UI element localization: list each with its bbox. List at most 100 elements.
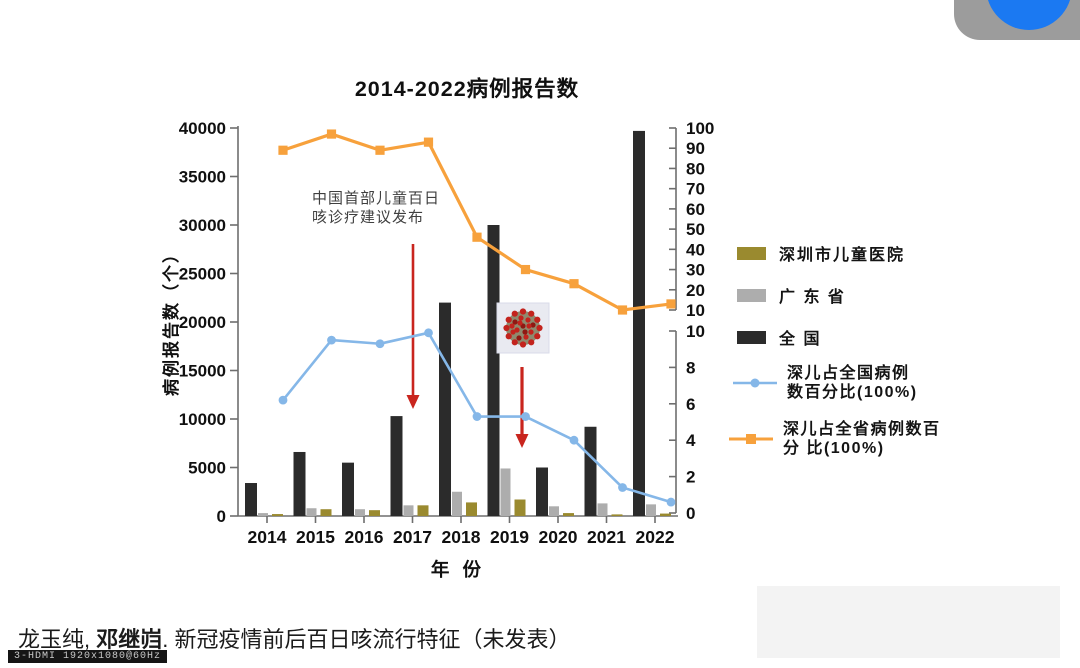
coronavirus-icon-spike [503,324,510,332]
coronavirus-icon-dot [526,323,532,329]
bar-2016 [355,509,365,516]
line-marker-2019 [521,412,530,421]
bar-2017 [403,505,414,516]
line-marker-2019 [520,264,531,275]
background-shading [757,586,1060,658]
bar-2016 [342,462,354,516]
y-left-tick-label: 15000 [179,362,226,381]
coronavirus-icon-spike [528,339,535,346]
y-right-lower-tick-label: 8 [686,358,695,377]
x-tick-label-2022: 2022 [636,527,675,547]
y-right-lower-tick-label: 2 [686,468,695,487]
bar-2022 [633,130,645,516]
bar-2021 [611,514,623,516]
x-tick-label-2020: 2020 [539,527,578,547]
x-tick-label-2016: 2016 [345,527,384,547]
bar-2020 [536,467,548,516]
legend-label: 广 东 省 [779,289,846,306]
y-left-tick-label: 25000 [179,265,226,284]
y-right-upper-tick-label: 60 [686,200,705,219]
bar-2015 [306,508,317,516]
coronavirus-icon-dot [523,334,529,340]
coronavirus-icon-dot [522,329,528,335]
y-right-lower-tick-label: 0 [686,504,695,523]
y-right-upper-tick-label: 20 [686,281,705,300]
coronavirus-icon-dot [514,327,520,333]
bar-2016 [369,510,380,516]
bar-2014 [258,513,268,516]
y-left-tick-label: 20000 [179,313,226,332]
coronavirus-icon-spike [511,310,518,317]
y-left-tick-label: 30000 [179,216,226,235]
legend-label-line2: 分 比(100%) [783,440,885,457]
video-osd-label: 3-HDMI 1920x1080@60Hz [8,650,168,663]
line-marker-2016 [375,339,385,349]
legend-item-guangdong: 广 东 省 [737,288,905,306]
y-left-tick-label: 10000 [179,410,226,429]
bar-2015 [320,509,332,516]
citation-authors: 龙玉纯, 邓继岿 [18,627,163,652]
annotation-arrowhead [515,434,529,448]
legend-label: 深儿占全国病例 数百分比(100%) [787,364,918,402]
x-axis-title: 年 份 [430,559,486,580]
bar-2021 [597,503,608,516]
bar-2017 [417,505,429,516]
line-marker-2018 [472,412,482,421]
bar-2014 [245,483,257,516]
presenter-avatar [986,0,1072,30]
legend-label-line2: 数百分比(100%) [787,384,918,401]
line-marker-2015 [326,129,337,139]
bar-2018 [466,502,477,516]
line-marker-2016 [375,145,385,155]
y-right-upper-tick-label: 90 [686,139,705,158]
y-right-upper-tick-label: 30 [686,261,705,280]
bar-2019 [514,499,526,516]
legend-label: 深儿占全省病例数百 分 比(100%) [783,420,941,458]
coronavirus-icon-dot [509,323,515,329]
line-marker-2022 [666,299,676,309]
line-marker-2017 [423,137,434,147]
coronavirus-icon-dot [530,322,536,328]
legend-swatch-black [737,330,766,344]
bar-2022 [660,513,671,516]
legend-label: 深圳市儿童医院 [779,247,906,264]
bar-2020 [549,506,559,516]
bar-2015 [293,451,306,516]
coronavirus-icon-dot [528,329,534,335]
coronavirus-icon-dot [512,319,518,325]
coronavirus-icon-dot [510,329,516,335]
line-marker-2021 [617,305,628,315]
y-right-upper-tick-label: 100 [686,119,714,138]
coronavirus-icon-spike [519,341,527,348]
bar-2022 [646,504,656,516]
legend-swatch-gray [737,288,766,302]
citation: 龙玉纯, 邓继岿. 新冠疫情前后百日咳流行特征（未发表） [18,622,570,654]
x-tick-label-2015: 2015 [296,527,335,547]
y-right-upper-tick-label: 70 [686,180,705,199]
y-right-upper-tick-label: 50 [686,220,705,239]
y-right-lower-tick-label: 4 [686,431,696,450]
bar-2014 [272,514,283,516]
coronavirus-icon-spike [534,316,541,323]
bar-2020 [563,513,574,516]
coronavirus-icon-dot [525,317,531,323]
coronavirus-icon-dot [518,315,524,321]
line-marker-2020 [569,279,579,289]
coronavirus-icon-spike [534,333,541,340]
annotation-arrowhead [406,395,420,409]
blue-line-marker-icon [733,378,777,388]
bar-2018 [439,302,451,516]
legend-item-pct-national: 深儿占全国病例 数百分比(100%) [731,364,918,402]
line-marker-2020 [569,435,579,445]
x-tick-label-2018: 2018 [442,527,481,547]
camera-overlay [954,0,1080,40]
coronavirus-icon-spike [528,310,535,317]
x-tick-label-2019: 2019 [490,527,529,547]
line-marker-2018 [472,232,482,242]
citation-author-bold: 邓继岿 [96,627,163,652]
legend-label: 全 国 [779,331,822,348]
legend-label-line1: 深儿占全省病例数百 [783,421,941,438]
y-right-upper-tick-label: 40 [686,240,705,259]
bar-2021 [584,426,597,516]
